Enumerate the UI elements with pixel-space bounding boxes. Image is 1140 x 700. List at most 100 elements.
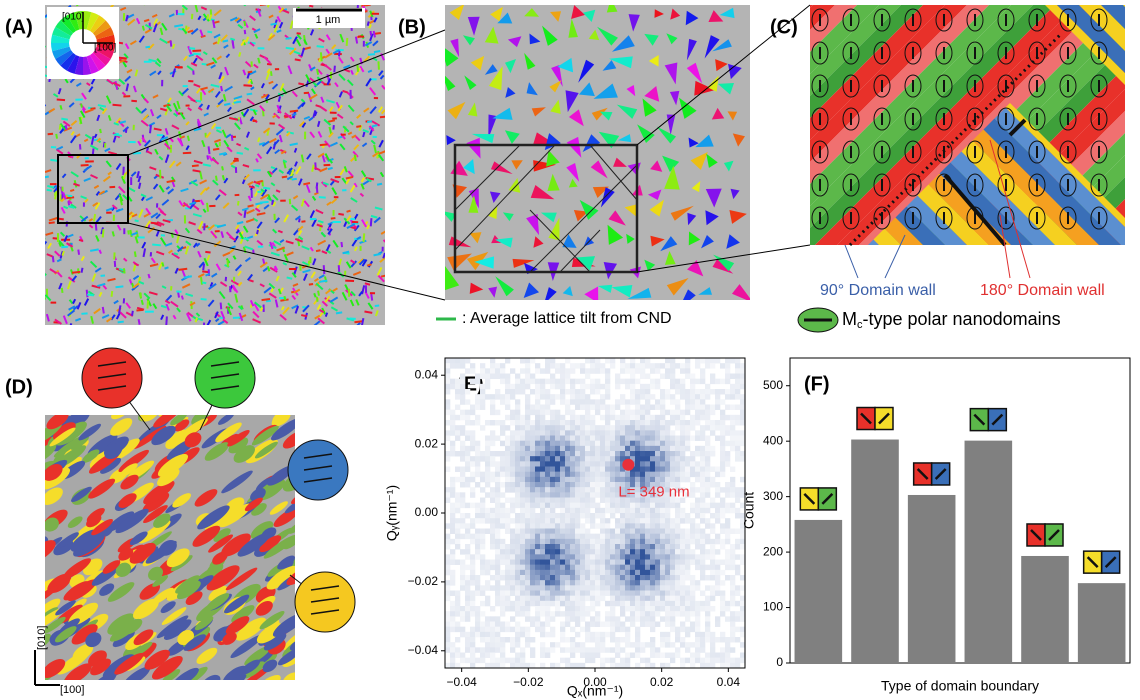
heatmap-cell (490, 565, 495, 570)
domain-callout (82, 348, 142, 408)
heatmap-cell (445, 580, 450, 585)
heatmap-cell (470, 477, 475, 482)
heatmap-cell (580, 415, 585, 420)
heatmap-cell (695, 632, 700, 637)
heatmap-cell (470, 570, 475, 575)
heatmap-cell (450, 560, 455, 565)
legend-text: Mc-type polar nanodomains (842, 309, 1061, 331)
heatmap-cell (505, 472, 510, 477)
heatmap-cell (605, 441, 610, 446)
heatmap-cell (550, 477, 555, 482)
heatmap-cell (560, 560, 565, 565)
heatmap-cell (645, 503, 650, 508)
heatmap-cell (525, 492, 530, 497)
tilt-arrow (55, 191, 56, 199)
heatmap-cell (680, 518, 685, 523)
heatmap-cell (490, 575, 495, 580)
heatmap-cell (520, 529, 525, 534)
heatmap-cell (660, 389, 665, 394)
heatmap-cell (485, 616, 490, 621)
heatmap-cell (525, 637, 530, 642)
heatmap-cell (685, 477, 690, 482)
heatmap-cell (510, 529, 515, 534)
heatmap-cell (680, 663, 685, 668)
heatmap-cell (675, 441, 680, 446)
heatmap-cell (620, 663, 625, 668)
heatmap-cell (560, 441, 565, 446)
heatmap-cell (615, 637, 620, 642)
heatmap-cell (675, 565, 680, 570)
heatmap-cell (680, 389, 685, 394)
heatmap-cell (675, 363, 680, 368)
heatmap-cell (505, 518, 510, 523)
heatmap-cell (610, 601, 615, 606)
heatmap-cell (575, 461, 580, 466)
heatmap-cell (675, 518, 680, 523)
heatmap-cell (540, 601, 545, 606)
heatmap-cell (530, 482, 535, 487)
heatmap-cell (535, 399, 540, 404)
heatmap-cell (525, 368, 530, 373)
heatmap-cell (630, 389, 635, 394)
heatmap-cell (600, 539, 605, 544)
heatmap-cell (585, 399, 590, 404)
heatmap-cell (545, 601, 550, 606)
heatmap-cell (670, 436, 675, 441)
heatmap-cell (630, 379, 635, 384)
heatmap-cell (560, 508, 565, 513)
heatmap-cell (635, 477, 640, 482)
heatmap-cell (660, 549, 665, 554)
tilt-arrow (357, 65, 358, 72)
heatmap-cell (545, 591, 550, 596)
heatmap-cell (640, 389, 645, 394)
tilt-arrow (223, 175, 224, 180)
heatmap-cell (590, 415, 595, 420)
heatmap-cell (660, 601, 665, 606)
heatmap-cell (450, 642, 455, 647)
heatmap-cell (515, 637, 520, 642)
heatmap-cell (680, 585, 685, 590)
heatmap-cell (600, 472, 605, 477)
heatmap-cell (445, 487, 450, 492)
heatmap-cell (545, 410, 550, 415)
heatmap-cell (525, 477, 530, 482)
heatmap-cell (670, 591, 675, 596)
heatmap-cell (450, 441, 455, 446)
heatmap-cell (560, 498, 565, 503)
heatmap-cell (495, 534, 500, 539)
heatmap-cell (670, 461, 675, 466)
heatmap-cell (590, 554, 595, 559)
heatmap-cell (630, 518, 635, 523)
heatmap-cell (605, 539, 610, 544)
heatmap-cell (515, 430, 520, 435)
heatmap-cell (575, 534, 580, 539)
heatmap-cell (585, 606, 590, 611)
heatmap-cell (620, 529, 625, 534)
heatmap-cell (575, 477, 580, 482)
heatmap-cell (530, 637, 535, 642)
heatmap-cell (705, 539, 710, 544)
heatmap-cell (645, 420, 650, 425)
heatmap-cell (615, 570, 620, 575)
heatmap-cell (635, 441, 640, 446)
heatmap-cell (645, 642, 650, 647)
heatmap-cell (495, 549, 500, 554)
heatmap-cell (685, 534, 690, 539)
heatmap-cell (450, 492, 455, 497)
heatmap-cell (675, 627, 680, 632)
heatmap-cell (680, 456, 685, 461)
heatmap-cell (590, 596, 595, 601)
tilt-arrow (371, 218, 372, 226)
heatmap-cell (485, 529, 490, 534)
heatmap-cell (475, 575, 480, 580)
heatmap-cell (645, 570, 650, 575)
heatmap-cell (655, 415, 660, 420)
heatmap-cell (610, 658, 615, 663)
tilt-arrow (260, 202, 269, 203)
heatmap-cell (640, 415, 645, 420)
heatmap-cell (565, 487, 570, 492)
heatmap-cell (490, 456, 495, 461)
heatmap-cell (525, 560, 530, 565)
tilt-arrow (237, 153, 243, 154)
tilt-arrow (339, 51, 340, 57)
